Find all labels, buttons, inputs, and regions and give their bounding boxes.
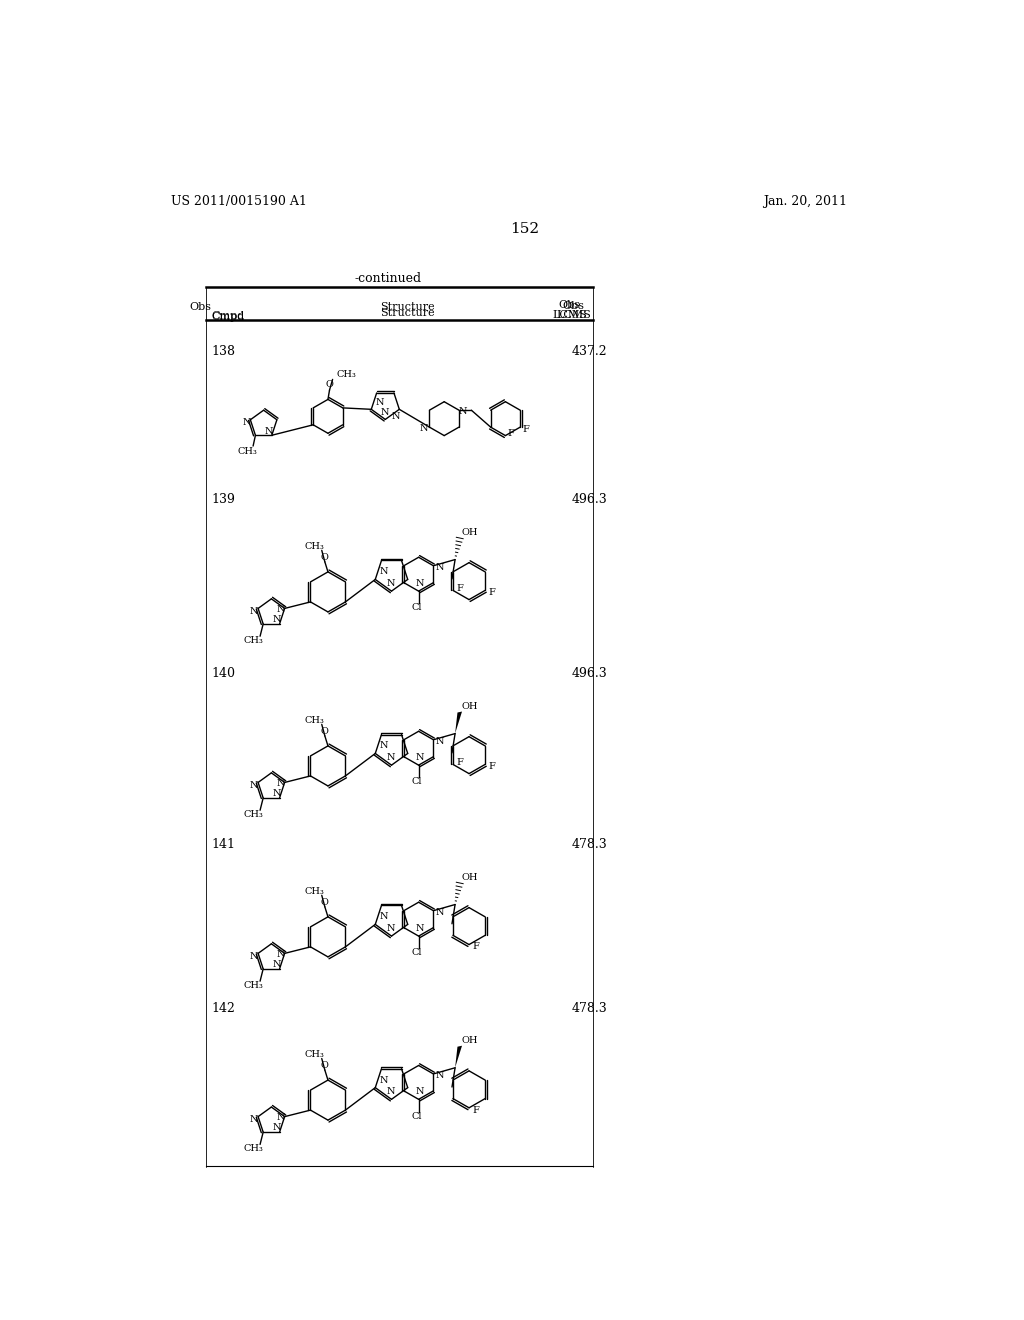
Text: N: N bbox=[416, 579, 424, 589]
Text: Cl: Cl bbox=[412, 603, 422, 612]
Text: N: N bbox=[264, 426, 273, 436]
Text: N: N bbox=[379, 742, 388, 750]
Text: 138: 138 bbox=[212, 345, 236, 358]
Text: LCMS: LCMS bbox=[556, 310, 591, 319]
Text: N: N bbox=[243, 417, 252, 426]
Text: F: F bbox=[488, 589, 496, 597]
Text: N: N bbox=[250, 1115, 258, 1125]
Text: N: N bbox=[273, 960, 282, 969]
Text: CH₃: CH₃ bbox=[244, 636, 264, 645]
Text: Structure: Structure bbox=[380, 308, 434, 318]
Text: CH₃: CH₃ bbox=[337, 370, 356, 379]
Text: N: N bbox=[273, 615, 282, 624]
Text: N: N bbox=[386, 754, 395, 762]
Text: O: O bbox=[321, 1061, 329, 1071]
Text: F: F bbox=[456, 583, 463, 593]
Text: N: N bbox=[276, 1113, 285, 1122]
Text: N: N bbox=[420, 424, 428, 433]
Text: F: F bbox=[472, 1106, 479, 1114]
Text: Cl: Cl bbox=[412, 949, 422, 957]
Text: Obs: Obs bbox=[559, 300, 581, 310]
Text: N: N bbox=[386, 579, 395, 589]
Text: N: N bbox=[379, 912, 388, 921]
Text: CH₃: CH₃ bbox=[244, 981, 264, 990]
Text: CH₃: CH₃ bbox=[305, 543, 325, 552]
Text: CH₃: CH₃ bbox=[305, 887, 325, 896]
Text: N: N bbox=[379, 1076, 388, 1085]
Text: 141: 141 bbox=[212, 838, 236, 851]
Text: -continued: -continued bbox=[354, 272, 421, 285]
Polygon shape bbox=[455, 1045, 462, 1068]
Text: F: F bbox=[522, 425, 529, 434]
Text: N: N bbox=[436, 737, 444, 746]
Text: N: N bbox=[276, 779, 285, 788]
Text: 496.3: 496.3 bbox=[571, 494, 607, 507]
Text: 152: 152 bbox=[510, 222, 540, 235]
Text: N: N bbox=[416, 1088, 424, 1096]
Text: CH₃: CH₃ bbox=[305, 1051, 325, 1059]
Text: CH₃: CH₃ bbox=[238, 446, 258, 455]
Text: 496.3: 496.3 bbox=[571, 668, 607, 680]
Text: O: O bbox=[321, 898, 329, 907]
Text: 478.3: 478.3 bbox=[571, 1002, 607, 1015]
Text: 478.3: 478.3 bbox=[571, 838, 607, 851]
Text: Cmpd: Cmpd bbox=[212, 313, 245, 322]
Text: CH₃: CH₃ bbox=[305, 717, 325, 725]
Text: N: N bbox=[276, 605, 285, 614]
Text: N: N bbox=[375, 399, 384, 407]
Text: N: N bbox=[416, 754, 424, 762]
Text: Obs: Obs bbox=[189, 302, 212, 312]
Text: Obs: Obs bbox=[562, 301, 585, 310]
Text: N: N bbox=[273, 1123, 282, 1133]
Text: N: N bbox=[250, 952, 258, 961]
Text: N: N bbox=[273, 789, 282, 797]
Text: N: N bbox=[436, 908, 444, 916]
Text: Cl: Cl bbox=[412, 1111, 422, 1121]
Text: CH₃: CH₃ bbox=[244, 1144, 264, 1154]
Text: OH: OH bbox=[461, 702, 478, 711]
Text: LCMS: LCMS bbox=[552, 310, 587, 319]
Text: Structure: Structure bbox=[380, 302, 434, 312]
Text: 142: 142 bbox=[212, 1002, 236, 1015]
Text: O: O bbox=[321, 727, 329, 737]
Text: N: N bbox=[416, 924, 424, 933]
Text: 437.2: 437.2 bbox=[571, 345, 607, 358]
Text: Cmpd: Cmpd bbox=[212, 312, 245, 321]
Text: N: N bbox=[250, 781, 258, 789]
Text: OH: OH bbox=[461, 874, 478, 882]
Text: N: N bbox=[436, 562, 444, 572]
Text: N: N bbox=[386, 1088, 395, 1096]
Text: OH: OH bbox=[461, 528, 478, 537]
Text: F: F bbox=[488, 762, 496, 771]
Text: Cl: Cl bbox=[412, 777, 422, 787]
Text: O: O bbox=[326, 380, 334, 389]
Text: F: F bbox=[472, 942, 479, 952]
Text: Jan. 20, 2011: Jan. 20, 2011 bbox=[764, 195, 848, 209]
Text: F: F bbox=[456, 758, 463, 767]
Text: N: N bbox=[250, 607, 258, 616]
Text: N: N bbox=[436, 1071, 444, 1080]
Text: N: N bbox=[386, 924, 395, 933]
Text: N: N bbox=[379, 568, 388, 577]
Text: N: N bbox=[391, 412, 399, 421]
Text: US 2011/0015190 A1: US 2011/0015190 A1 bbox=[171, 195, 306, 209]
Text: N: N bbox=[276, 949, 285, 958]
Text: 139: 139 bbox=[212, 494, 236, 507]
Text: F: F bbox=[508, 429, 515, 438]
Text: CH₃: CH₃ bbox=[244, 810, 264, 820]
Text: O: O bbox=[321, 553, 329, 562]
Text: N: N bbox=[459, 408, 467, 416]
Text: 140: 140 bbox=[212, 668, 236, 680]
Polygon shape bbox=[455, 711, 462, 734]
Text: N: N bbox=[380, 408, 389, 417]
Text: OH: OH bbox=[461, 1036, 478, 1045]
